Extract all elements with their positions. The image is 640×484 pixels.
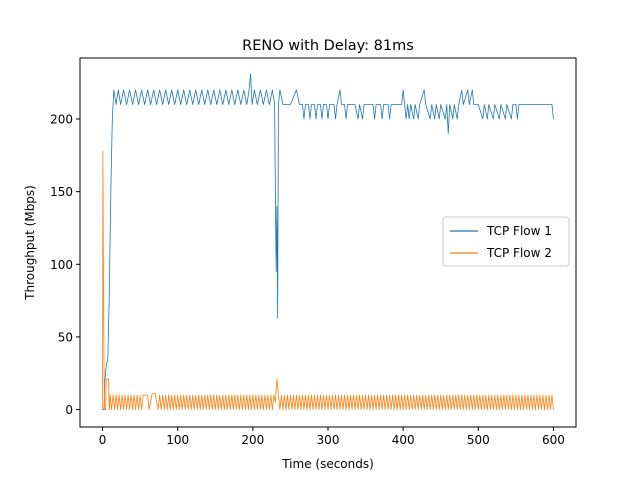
- x-axis-label: Time (seconds): [281, 457, 374, 471]
- legend-box: [442, 216, 570, 267]
- x-tick-label-600: 600: [542, 433, 565, 447]
- ticks-layer: 0 100 200 300 400 500 600 0 50 100 150 200: [50, 113, 565, 447]
- series-line-tcp-flow-2: [102, 150, 554, 410]
- y-tick-label-0: 0: [65, 403, 73, 417]
- x-tick-label-100: 100: [166, 433, 189, 447]
- chart-title: RENO with Delay: 81ms: [242, 38, 414, 54]
- legend: TCP Flow 1 TCP Flow 2: [442, 216, 570, 267]
- x-tick-label-500: 500: [467, 433, 490, 447]
- y-tick-label-200: 200: [50, 113, 73, 127]
- y-tick-label-50: 50: [58, 330, 73, 344]
- legend-label-tcp-flow-1: TCP Flow 1: [486, 224, 552, 238]
- y-tick-label-150: 150: [50, 185, 73, 199]
- series-line-tcp-flow-1: [102, 73, 554, 410]
- x-tick-label-300: 300: [317, 433, 340, 447]
- series-layer: [102, 73, 554, 410]
- x-tick-label-200: 200: [241, 433, 264, 447]
- x-tick-label-0: 0: [99, 433, 107, 447]
- x-tick-label-400: 400: [392, 433, 415, 447]
- y-axis-label: Throughput (Mbps): [23, 185, 37, 301]
- y-tick-label-100: 100: [50, 258, 73, 272]
- legend-label-tcp-flow-2: TCP Flow 2: [486, 246, 552, 260]
